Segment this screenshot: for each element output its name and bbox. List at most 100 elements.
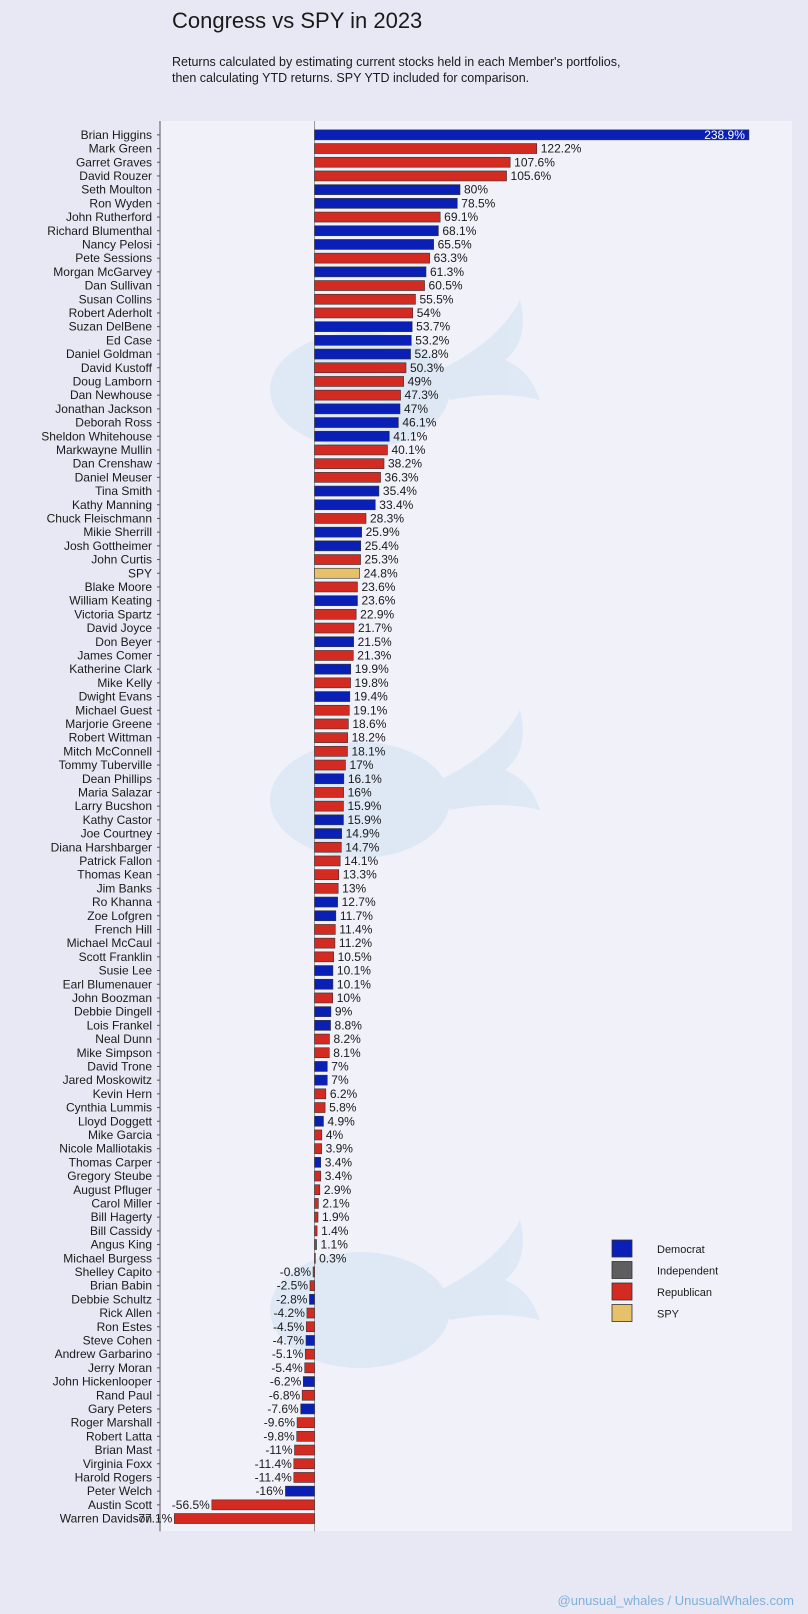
y-tick-label: French Hill: [95, 922, 152, 936]
bar: [312, 1266, 315, 1278]
bar: [314, 1006, 332, 1017]
y-tick-label: Rand Paul: [96, 1388, 152, 1402]
y-tick-label: Mark Green: [89, 142, 152, 156]
data-label: 23.6%: [361, 580, 395, 594]
y-tick-label: Joe Courtney: [81, 827, 152, 841]
legend-label: Democrat: [657, 1244, 705, 1256]
bar: [314, 759, 346, 771]
bar: [314, 554, 361, 565]
chart-subtitle: Returns calculated by estimating current…: [172, 55, 621, 85]
data-label: 4%: [326, 1128, 344, 1142]
bar: [314, 869, 340, 880]
y-tick-label: John Boozman: [72, 991, 152, 1005]
data-label: 19.4%: [354, 690, 388, 704]
data-label: 105.6%: [511, 169, 552, 183]
y-tick-label: Gary Peters: [88, 1402, 152, 1416]
legend: Democrat Independent Republican SPY: [611, 1239, 718, 1322]
y-tick-label: Rick Allen: [99, 1306, 152, 1320]
data-label: 25.4%: [365, 539, 399, 553]
bar: [314, 499, 376, 511]
y-tick-label: Mike Kelly: [97, 676, 152, 690]
data-label: 28.3%: [370, 511, 404, 525]
bar: [174, 1513, 315, 1524]
y-tick-label: Michael McCaul: [67, 936, 152, 950]
y-tick-label: Diana Harshbarger: [51, 840, 152, 854]
legend-swatch: [611, 1261, 633, 1279]
y-tick-label: Dan Crenshaw: [73, 457, 153, 471]
data-label: 19.1%: [353, 703, 387, 717]
y-tick-label: Ron Estes: [97, 1320, 152, 1334]
y-tick-label: Bill Cassidy: [90, 1224, 152, 1238]
bar: [314, 1239, 317, 1250]
y-tick-label: Richard Blumenthal: [47, 224, 152, 238]
y-tick-label: Zoe Lofgren: [87, 909, 152, 923]
bar: [314, 650, 354, 661]
bar: [314, 280, 425, 291]
bar: [293, 1472, 315, 1483]
y-tick-label: Robert Aderholt: [69, 306, 153, 320]
data-label: 107.6%: [514, 155, 555, 169]
y-tick-label: Carol Miller: [91, 1196, 152, 1210]
data-label: 7%: [331, 1073, 349, 1087]
y-tick-label: SPY: [128, 566, 152, 580]
y-tick-label: Cynthia Lummis: [66, 1101, 152, 1115]
bar: [314, 855, 341, 867]
data-label: 0.3%: [319, 1251, 347, 1265]
data-label: 6.2%: [330, 1087, 358, 1101]
data-label: 22.9%: [360, 607, 394, 621]
y-tick-label: Seth Moulton: [81, 183, 152, 197]
data-label: 13%: [342, 881, 366, 895]
bar: [300, 1403, 315, 1415]
data-label: 18.2%: [352, 731, 386, 745]
data-label: 3.4%: [325, 1169, 353, 1183]
y-tick-label: Neal Dunn: [95, 1032, 152, 1046]
y-tick-label: Susan Collins: [79, 292, 152, 306]
y-tick-label: Gregory Steube: [67, 1169, 152, 1183]
data-label: 53.7%: [416, 320, 450, 334]
bar: [314, 595, 358, 606]
y-tick-label: Nancy Pelosi: [82, 237, 152, 251]
bar: [314, 513, 367, 524]
bar: [314, 1074, 328, 1086]
y-tick-label: Roger Marshall: [71, 1416, 152, 1430]
y-tick-label: Bill Hagerty: [91, 1210, 152, 1224]
y-tick-label: David Trone: [87, 1059, 152, 1073]
data-label: 54%: [417, 306, 441, 320]
bar: [314, 184, 461, 195]
y-tick-label: Virginia Foxx: [83, 1457, 152, 1471]
data-label: 12.7%: [342, 895, 376, 909]
y-tick-label: Michael Guest: [75, 703, 152, 717]
y-tick-label: Pete Sessions: [75, 251, 152, 265]
bar: [314, 321, 413, 332]
y-tick-label: Larry Bucshon: [75, 799, 152, 813]
data-label: -2.5%: [277, 1279, 309, 1293]
y-tick-label: Kathy Manning: [72, 498, 152, 512]
data-label: 68.1%: [442, 224, 476, 238]
data-label: -7.6%: [267, 1402, 299, 1416]
data-label: 17%: [349, 758, 373, 772]
data-label: 24.8%: [364, 566, 398, 580]
bar: [314, 1225, 318, 1237]
bar: [314, 211, 441, 223]
data-label: 1.9%: [322, 1210, 350, 1224]
y-tick-label: Jerry Moran: [88, 1361, 152, 1375]
data-label: 65.5%: [438, 237, 472, 251]
y-tick-label: Peter Welch: [87, 1484, 152, 1498]
y-tick-label: David Joyce: [87, 621, 153, 635]
y-tick-label: Mikie Sherrill: [83, 525, 152, 539]
y-tick-label: John Hickenlooper: [53, 1375, 152, 1389]
bar: [314, 896, 338, 908]
bar: [314, 540, 362, 552]
bar: [314, 636, 354, 648]
y-tick-label: August Pfluger: [73, 1183, 152, 1197]
y-tick-label: Harold Rogers: [75, 1470, 152, 1484]
data-label: 78.5%: [461, 196, 495, 210]
data-label: 9%: [335, 1005, 353, 1019]
y-tick-label: Steve Cohen: [83, 1333, 152, 1347]
data-label: 23.6%: [361, 594, 395, 608]
data-label: 16%: [348, 785, 372, 799]
bar: [296, 1431, 315, 1442]
bar: [314, 1020, 331, 1031]
data-label: 11.2%: [339, 936, 372, 950]
bar: [314, 1170, 322, 1182]
